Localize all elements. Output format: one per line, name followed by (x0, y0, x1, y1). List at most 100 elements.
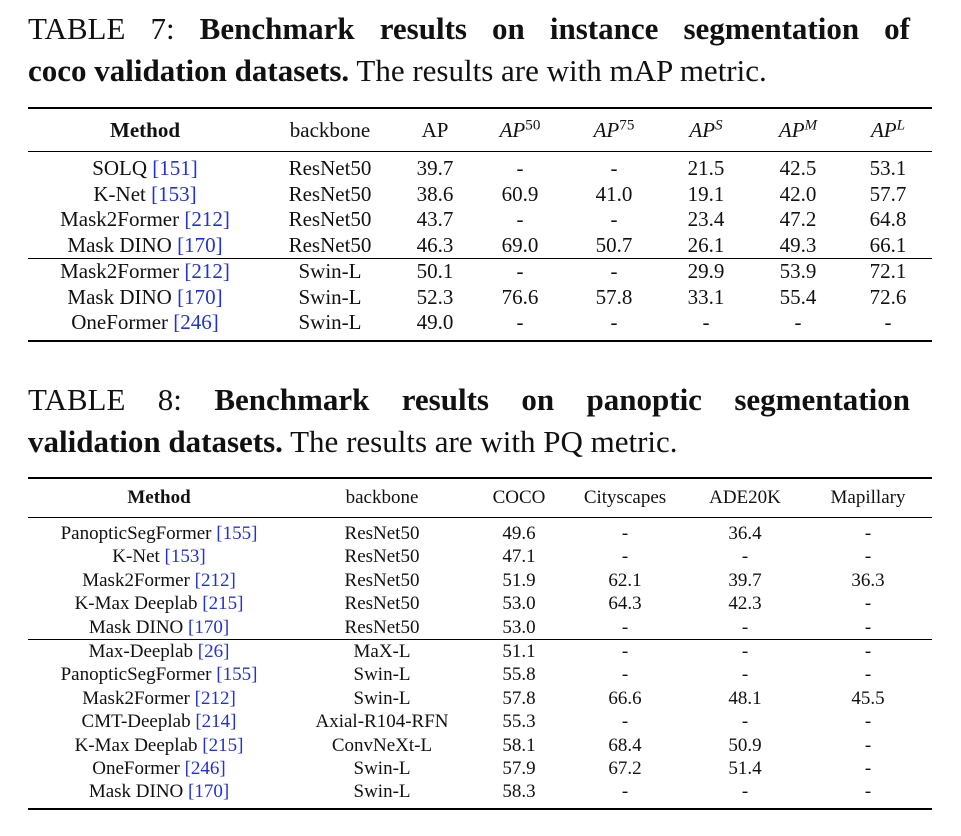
method-name: Mask DINO (67, 284, 172, 309)
method-cell: OneFormer [246] (28, 757, 290, 780)
cityscapes-cell: 68.4 (608, 734, 642, 756)
citation-link[interactable]: [214] (195, 711, 237, 733)
coco-cell: 55.8 (502, 664, 536, 686)
ap75-cell: - (610, 156, 618, 180)
method-name: Mask DINO (67, 232, 172, 257)
backbone-cell: ResNet50 (344, 546, 420, 568)
ap-cell: 38.6 (416, 181, 454, 206)
mapillary-cell: - (864, 734, 872, 756)
mapillary-cell: 36.3 (851, 569, 885, 591)
ade20k-cell: 36.4 (728, 523, 762, 544)
ade20k-cell: 39.7 (728, 569, 762, 591)
apl-cell: 72.6 (869, 284, 907, 309)
ap-cell: 50.1 (416, 259, 454, 283)
method-name: K-Net (93, 181, 146, 206)
table-row: Mask2Former [212] Swin-L 50.1 - - 29.9 53.9 72.… (28, 258, 932, 285)
citation-link[interactable]: [155] (216, 664, 258, 686)
mapillary-cell: - (864, 546, 872, 568)
method-name: Max-Deeplab (88, 641, 194, 663)
table7-header-method: Method (110, 117, 180, 142)
backbone-cell: ResNet50 (288, 207, 372, 231)
coco-cell: 51.1 (502, 641, 536, 663)
method-cell: Mask DINO [170] (28, 285, 262, 311)
mapillary-cell: - (864, 711, 872, 733)
citation-link[interactable]: [26] (197, 641, 230, 663)
table7-header-ap75-sup: 75 (619, 116, 635, 133)
aps-cell: 19.1 (687, 181, 725, 206)
citation-link[interactable]: [170] (188, 781, 230, 803)
citation-link[interactable]: [212] (184, 259, 230, 283)
citation-link[interactable]: [153] (151, 181, 197, 206)
table-row: K-Net [153] ResNet50 47.1 - - - (28, 545, 932, 568)
citation-link[interactable]: [212] (194, 569, 236, 591)
ap75-cell: - (610, 259, 618, 283)
method-cell: Mask DINO [170] (28, 616, 290, 640)
apl-cell: 66.1 (869, 232, 907, 257)
ap75-cell: - (610, 207, 618, 231)
coco-cell: 57.8 (502, 687, 536, 709)
method-name: Mask DINO (88, 616, 184, 638)
table-row: SOLQ [151] ResNet50 39.7 - - 21.5 42.5 53.1 (28, 151, 932, 182)
citation-link[interactable]: [170] (177, 232, 223, 257)
table8-caption-label: TABLE 8: (28, 382, 182, 417)
citation-link[interactable]: [215] (202, 593, 244, 615)
citation-link[interactable]: [212] (184, 207, 230, 231)
table8-caption-rest: The results are with PQ metric. (290, 424, 678, 459)
citation-link[interactable]: [151] (152, 156, 198, 180)
citation-link[interactable]: [153] (164, 546, 206, 568)
table7-caption-bold-line1: Benchmark results on instance segmentati… (199, 11, 910, 46)
backbone-cell: ResNet50 (288, 232, 372, 257)
table7-caption-rest: The results are with mAP metric. (356, 53, 767, 88)
cityscapes-cell: - (621, 711, 629, 733)
mapillary-cell: - (864, 758, 872, 780)
ade20k-cell: - (741, 781, 749, 803)
table-row: Mask2Former [212] ResNet50 51.9 62.1 39.7 36.… (28, 569, 932, 592)
method-cell: OneFormer [246] (28, 310, 262, 341)
table7-header-aps-base: AP (689, 117, 716, 142)
method-name: Mask2Former (82, 569, 190, 591)
citation-link[interactable]: [246] (173, 310, 219, 334)
apm-cell: 49.3 (779, 232, 817, 257)
cityscapes-cell: - (621, 641, 629, 663)
coco-cell: 49.6 (502, 523, 536, 544)
table8-caption-bold-line1: Benchmark results on panoptic segmentati… (214, 382, 910, 417)
cityscapes-cell: - (621, 546, 629, 568)
apl-cell: 72.1 (869, 259, 907, 283)
citation-link[interactable]: [155] (216, 523, 258, 544)
citation-link[interactable]: [212] (194, 687, 236, 709)
citation-link[interactable]: [170] (188, 616, 230, 638)
coco-cell: 58.3 (502, 781, 536, 803)
apm-cell: 42.5 (779, 156, 817, 180)
citation-link[interactable]: [246] (184, 758, 226, 780)
table7-header-apl-base: AP (870, 117, 897, 142)
method-name: PanopticSegFormer (60, 523, 212, 544)
aps-cell: 21.5 (687, 156, 725, 180)
aps-cell: 26.1 (687, 232, 725, 257)
backbone-cell: Swin-L (353, 687, 411, 709)
table-row: CMT-Deeplab [214] Axial-R104-RFN 55.3 - - - (28, 710, 932, 733)
apm-cell: - (794, 310, 802, 334)
coco-cell: 58.1 (502, 734, 536, 756)
apl-cell: 57.7 (869, 181, 907, 206)
citation-link[interactable]: [215] (202, 734, 244, 756)
cityscapes-cell: - (621, 616, 629, 638)
table8-caption-line1: TABLE 8: Benchmark results on panoptic s… (28, 379, 910, 421)
ap-cell: 39.7 (416, 156, 454, 180)
table8-header-method: Method (127, 487, 191, 508)
table8-header-ade20k: ADE20K (709, 487, 781, 508)
method-name: K-Max Deeplab (74, 593, 198, 615)
method-cell: K-Max Deeplab [215] (28, 734, 290, 757)
cityscapes-cell: - (621, 664, 629, 686)
table7-header-apm-base: AP (778, 117, 805, 142)
table7-header-ap75: AP75 (568, 108, 660, 152)
backbone-cell: ResNet50 (288, 156, 372, 180)
table7-caption-line2: coco validation datasets. The results ar… (28, 50, 910, 92)
method-name: CMT-Deeplab (81, 711, 191, 733)
method-cell: CMT-Deeplab [214] (28, 710, 290, 733)
table7-header-apl: APL (844, 108, 932, 152)
citation-link[interactable]: [170] (177, 284, 223, 309)
table-row: Mask2Former [212] ResNet50 43.7 - - 23.4 47.2 6… (28, 207, 932, 233)
ap50-cell: - (516, 207, 524, 231)
backbone-cell: Swin-L (353, 781, 411, 803)
apm-cell: 42.0 (779, 181, 817, 206)
